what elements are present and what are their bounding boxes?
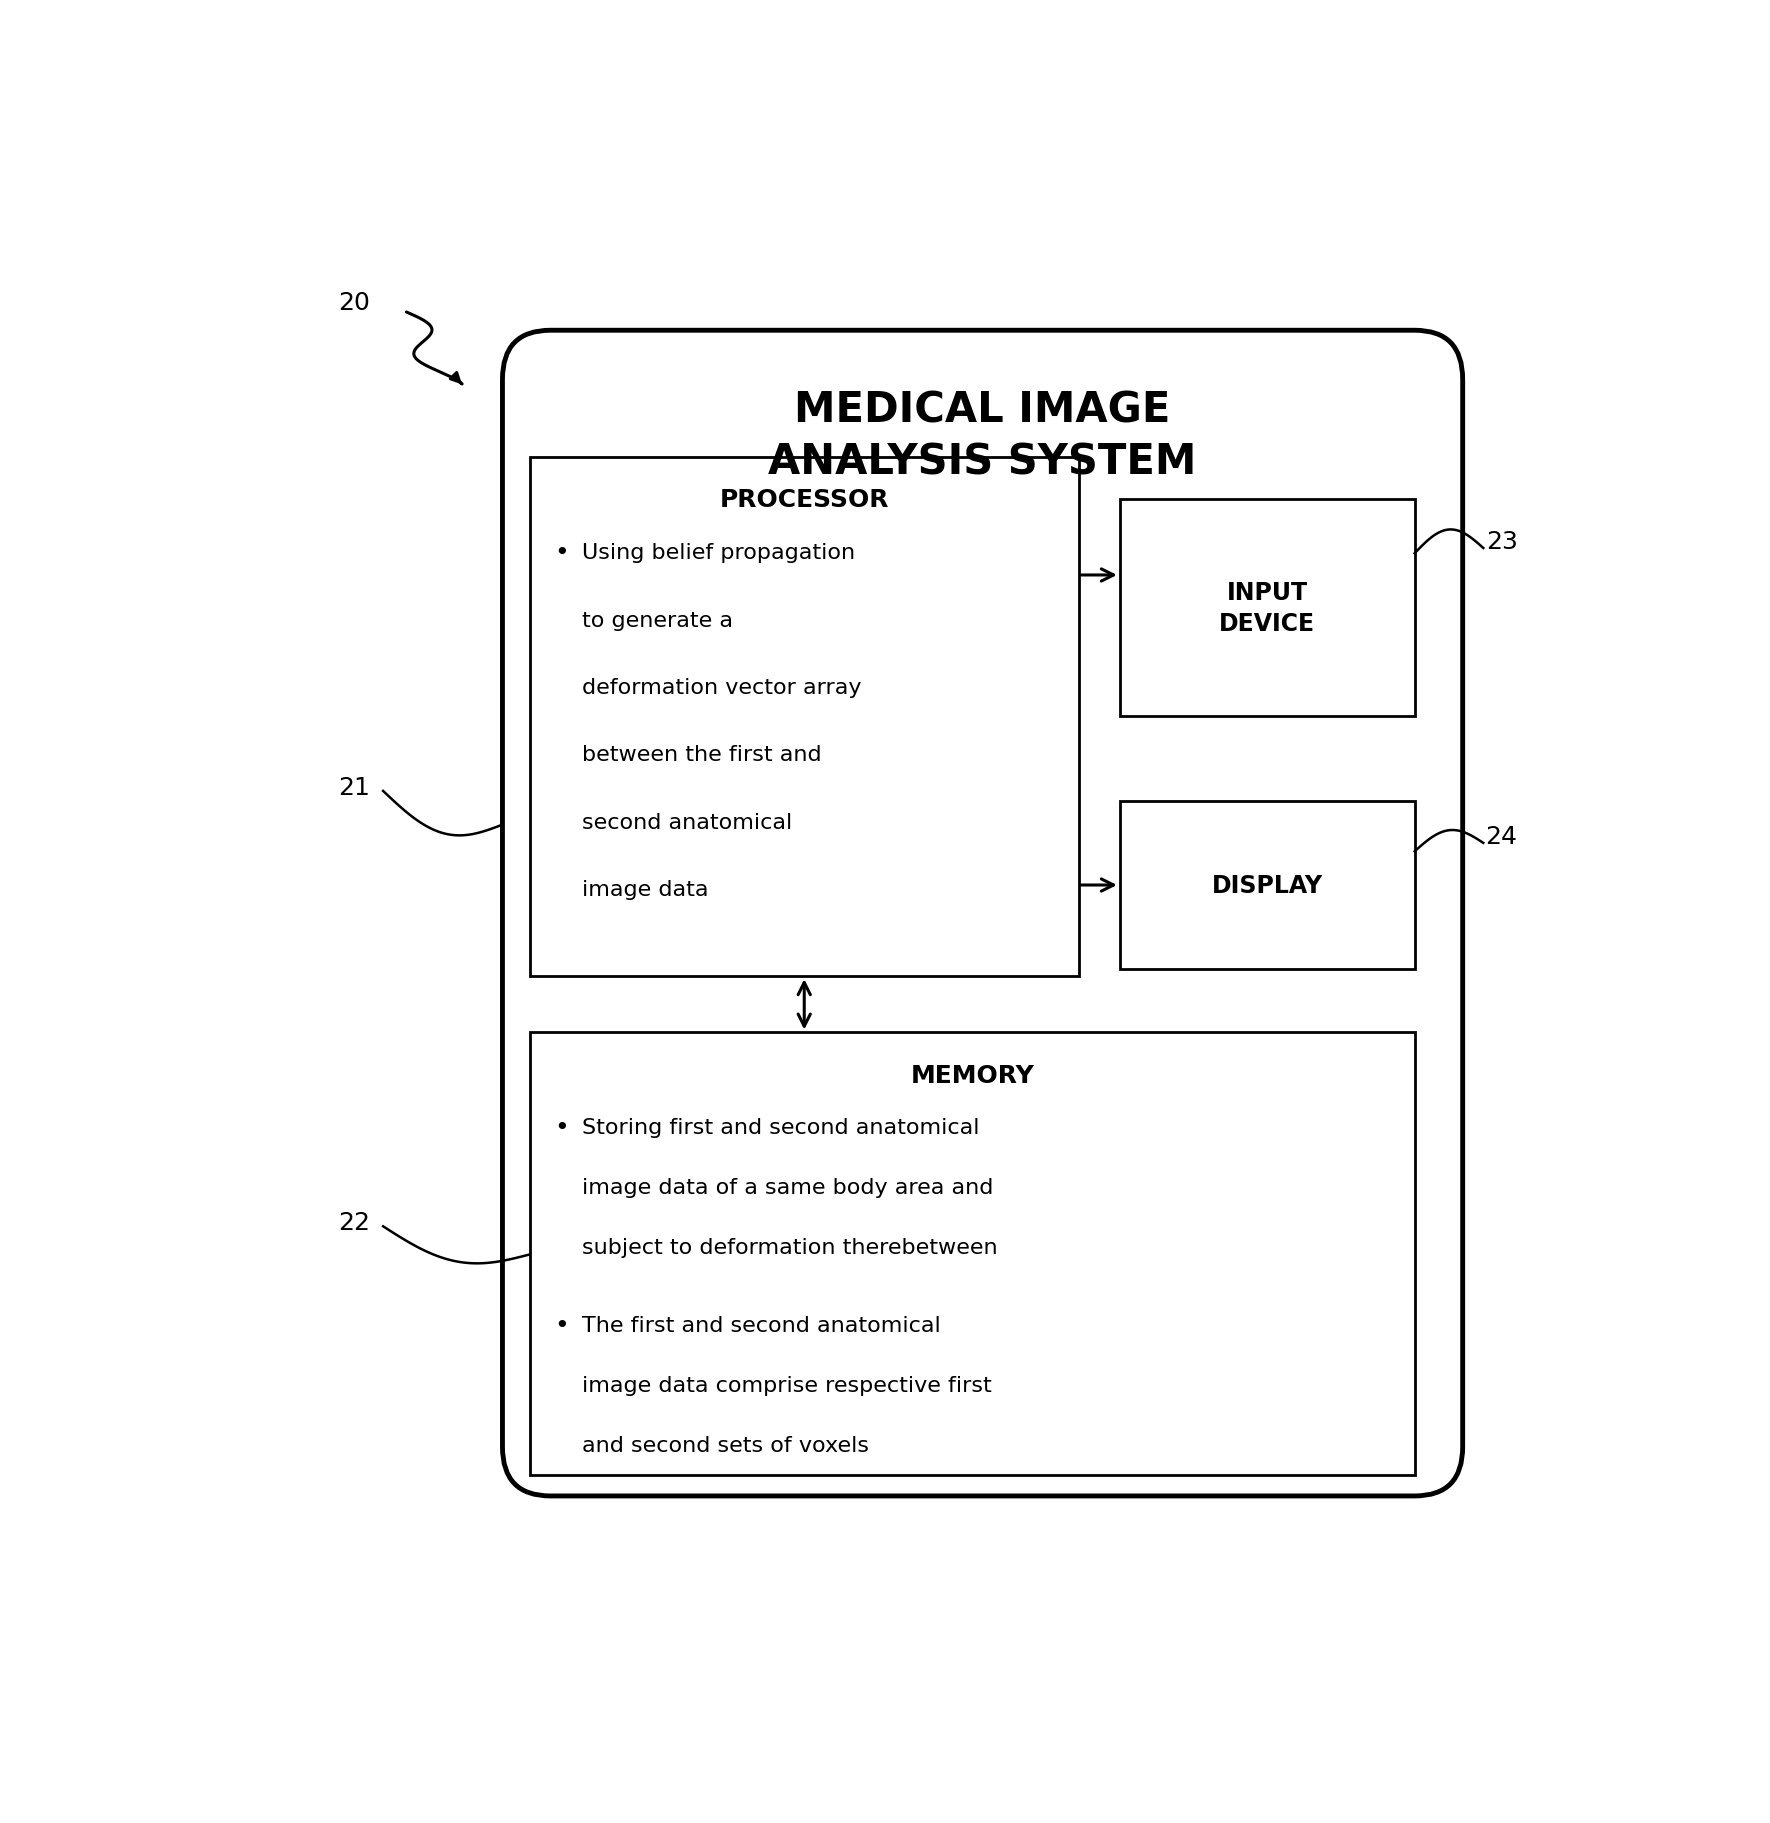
- Text: •: •: [554, 1116, 570, 1139]
- Text: image data: image data: [582, 881, 708, 901]
- Text: •: •: [554, 1313, 570, 1336]
- Text: image data of a same body area and: image data of a same body area and: [582, 1178, 993, 1198]
- Text: 21: 21: [338, 775, 370, 798]
- Text: •: •: [554, 541, 570, 565]
- FancyBboxPatch shape: [503, 332, 1462, 1497]
- Text: INPUT
DEVICE: INPUT DEVICE: [1220, 580, 1315, 636]
- Text: subject to deformation therebetween: subject to deformation therebetween: [582, 1238, 998, 1258]
- Text: image data comprise respective first: image data comprise respective first: [582, 1375, 991, 1395]
- Text: 20: 20: [338, 292, 370, 315]
- Text: MEDICAL IMAGE
ANALYSIS SYSTEM: MEDICAL IMAGE ANALYSIS SYSTEM: [768, 390, 1197, 483]
- Text: MEMORY: MEMORY: [910, 1063, 1034, 1087]
- FancyBboxPatch shape: [529, 1034, 1414, 1475]
- Text: to generate a: to generate a: [582, 611, 733, 631]
- Text: DISPLAY: DISPLAY: [1212, 873, 1322, 897]
- FancyBboxPatch shape: [1120, 500, 1414, 716]
- FancyBboxPatch shape: [1120, 802, 1414, 970]
- Text: deformation vector array: deformation vector array: [582, 678, 862, 698]
- Text: and second sets of voxels: and second sets of voxels: [582, 1435, 869, 1455]
- Text: PROCESSOR: PROCESSOR: [719, 487, 889, 512]
- Text: 22: 22: [338, 1210, 370, 1234]
- Text: Using belief propagation: Using belief propagation: [582, 543, 855, 563]
- Text: The first and second anatomical: The first and second anatomical: [582, 1314, 942, 1334]
- Text: 24: 24: [1485, 824, 1517, 848]
- FancyBboxPatch shape: [529, 458, 1078, 977]
- Text: Storing first and second anatomical: Storing first and second anatomical: [582, 1117, 979, 1138]
- Text: between the first and: between the first and: [582, 746, 821, 766]
- Text: 23: 23: [1485, 530, 1517, 554]
- Text: second anatomical: second anatomical: [582, 813, 793, 833]
